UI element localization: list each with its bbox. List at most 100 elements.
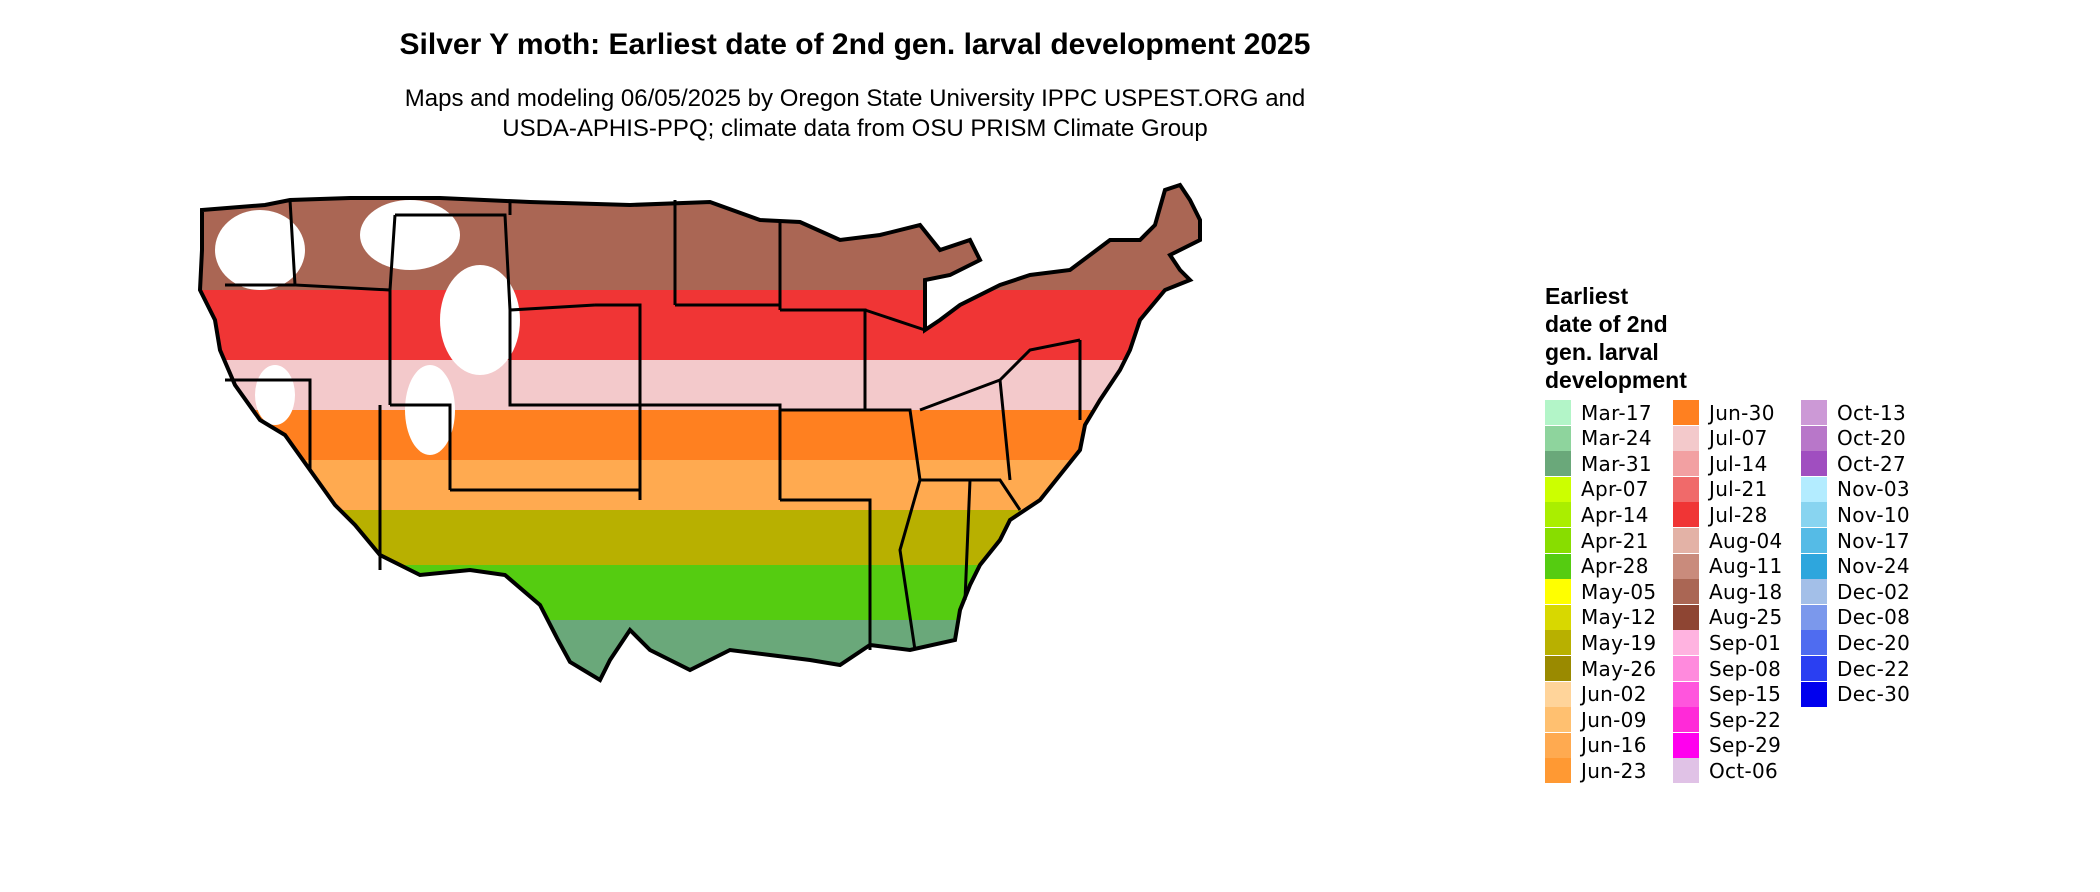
legend-item: Apr-28 [1545,553,1649,579]
map-nodata-patch [360,200,460,270]
legend-label: Sep-15 [1709,682,1782,707]
legend-label: Mar-24 [1581,426,1652,451]
legend-item: Aug-25 [1673,604,1783,630]
legend-swatch [1673,528,1699,553]
legend-label: Oct-27 [1837,451,1907,476]
legend-label: Jul-14 [1709,451,1768,476]
legend-swatch [1545,400,1571,425]
legend-label: May-05 [1581,579,1657,604]
legend-swatch [1673,476,1699,502]
legend-item: Jul-14 [1673,451,1768,477]
legend-item: Sep-29 [1673,732,1782,758]
legend-swatch [1673,579,1699,605]
legend-label: Jun-23 [1581,758,1647,783]
legend-item: Sep-01 [1673,630,1781,656]
legend-swatch [1801,681,1827,707]
legend-label: May-26 [1581,656,1657,681]
legend-swatch [1673,681,1699,707]
legend-swatch [1801,528,1827,553]
legend-item: Oct-13 [1801,400,1906,425]
legend-label: Aug-04 [1709,528,1783,553]
legend-swatch [1801,656,1827,681]
page-subtitle: Maps and modeling 06/05/2025 by Oregon S… [404,85,1306,142]
legend-item: Nov-03 [1801,476,1910,502]
legend-label: Jun-09 [1581,707,1647,732]
legend-swatch [1545,553,1571,579]
legend-swatch [1801,476,1827,502]
legend-item: Dec-08 [1801,604,1911,630]
legend-item: Aug-04 [1673,528,1783,553]
legend-label: Nov-10 [1837,502,1910,527]
legend-label: Mar-17 [1581,400,1652,425]
legend-swatch [1545,451,1571,477]
legend-label: May-12 [1581,605,1657,630]
legend-title: Earliest date of 2nd gen. larval develop… [1545,283,1687,393]
legend-swatch [1545,502,1571,528]
map-nodata-patch [255,365,295,425]
legend-item: Jun-23 [1545,758,1647,784]
legend-label: Dec-20 [1837,630,1911,655]
legend-item: Sep-08 [1673,656,1781,681]
legend-item: Mar-24 [1545,425,1652,451]
map-nodata-patch [215,210,305,290]
legend-label: Nov-17 [1837,528,1910,553]
legend-item: Apr-21 [1545,528,1649,553]
legend-item: Oct-06 [1673,758,1779,784]
legend-label: Oct-06 [1709,758,1779,783]
legend-item: May-05 [1545,579,1657,605]
legend-item: Aug-11 [1673,553,1783,579]
legend: Earliest date of 2nd gen. larval develop… [1545,282,1910,784]
legend-swatch [1545,604,1571,630]
legend-swatch [1545,476,1571,502]
legend-item: May-19 [1545,630,1657,656]
legend-swatch [1801,604,1827,630]
map-nodata-patch [440,265,520,375]
legend-label: Oct-13 [1837,400,1907,425]
legend-label: Apr-07 [1581,477,1649,502]
legend-swatch [1545,579,1571,605]
legend-item: Sep-22 [1673,707,1782,733]
legend-label: Apr-14 [1581,502,1649,527]
map-band-may-19 [200,510,1200,570]
legend-item: Dec-20 [1801,630,1911,656]
legend-label: Aug-25 [1709,605,1783,630]
legend-item: Dec-22 [1801,656,1910,681]
legend-swatch [1545,630,1571,656]
legend-item: Dec-30 [1801,681,1910,707]
legend-label: Aug-18 [1709,579,1783,604]
legend-item: Jul-07 [1673,425,1768,451]
legend-item: May-26 [1545,656,1656,681]
legend-item: Apr-07 [1545,476,1649,502]
legend-swatch [1801,451,1827,477]
legend-swatch [1673,451,1699,477]
legend-item: Jul-21 [1673,476,1768,502]
map-nodata-patch [405,365,455,455]
legend-swatch [1545,681,1571,707]
legend-swatch [1673,758,1699,784]
legend-label: Dec-22 [1837,656,1911,681]
legend-item: Dec-02 [1801,579,1910,605]
legend-label: Sep-29 [1709,733,1782,758]
legend-label: Dec-08 [1837,605,1911,630]
legend-swatch [1801,579,1827,605]
legend-items: Mar-17 Mar-24 Mar-31 Apr-07 Apr-14 Apr-21 Apr-… [1545,400,2085,800]
legend-swatch [1545,732,1571,758]
legend-item: Apr-14 [1545,502,1649,528]
legend-item: Jun-09 [1545,707,1647,733]
legend-swatch [1673,707,1699,733]
legend-swatch [1673,553,1699,579]
us-phenology-map [198,183,1202,682]
map-band-jul-28 [200,290,1200,370]
legend-item: Oct-20 [1801,425,1906,451]
legend-item: Mar-31 [1545,451,1652,477]
page-title: Silver Y moth: Earliest date of 2nd gen.… [399,28,1311,61]
legend-swatch [1673,656,1699,681]
legend-label: May-19 [1581,630,1657,655]
legend-swatch [1673,732,1699,758]
legend-swatch [1545,528,1571,553]
legend-label: Jun-02 [1581,682,1647,707]
legend-item: Mar-17 [1545,400,1652,425]
legend-label: Sep-22 [1709,707,1782,732]
legend-swatch [1673,400,1699,425]
legend-label: Jul-21 [1709,477,1768,502]
